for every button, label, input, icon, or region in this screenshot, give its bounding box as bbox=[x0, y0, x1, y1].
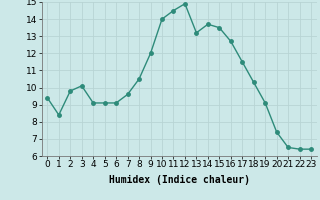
X-axis label: Humidex (Indice chaleur): Humidex (Indice chaleur) bbox=[109, 175, 250, 185]
